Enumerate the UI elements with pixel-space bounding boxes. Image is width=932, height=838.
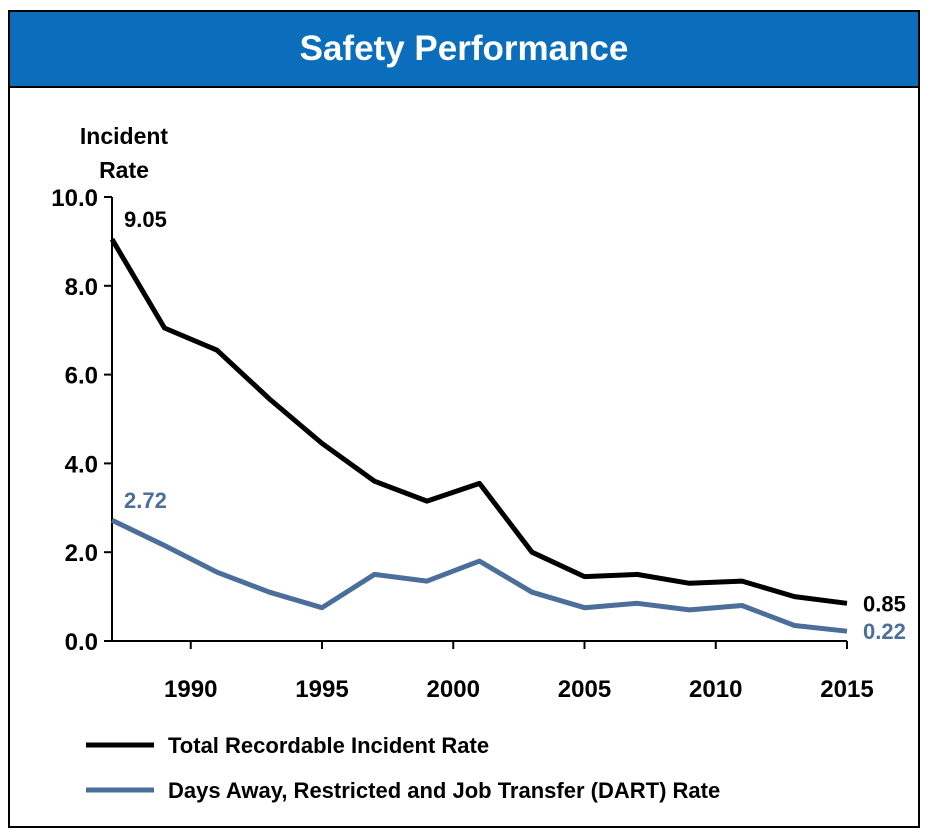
y-tick-label: 4.0 [65,451,98,478]
x-tick-label: 1995 [295,676,348,703]
x-tick-label: 2015 [820,676,873,703]
chart-title: Safety Performance [299,29,629,68]
start-value-label-dart: 2.72 [124,488,167,513]
legend-label-dart: Days Away, Restricted and Job Transfer (… [168,778,720,803]
chart-frame: Safety Performance [8,10,920,828]
x-tick-label: 2010 [689,676,742,703]
end-value-label-total-recordable: 0.85 [863,591,906,616]
y-tick-label: 0.0 [65,629,98,656]
start-value-label-total-recordable: 9.05 [124,207,167,232]
x-tick-label: 2005 [558,676,611,703]
y-tick-label: 8.0 [65,274,98,301]
end-value-label-dart: 0.22 [863,619,906,644]
y-tick-label: 2.0 [65,540,98,567]
series-line-dart [110,517,848,634]
x-tick-label: 2000 [427,676,480,703]
y-axis-label-line-2: Rate [99,157,149,183]
y-axis-label-line-1: Incident [80,123,169,149]
x-tick-label: 1990 [164,676,217,703]
y-tick-label: 6.0 [65,363,98,390]
y-tick-label: 10.0 [51,185,98,212]
title-banner: Safety Performance [10,12,918,88]
series-line-total-recordable [109,237,848,606]
legend-label-total-recordable: Total Recordable Incident Rate [168,733,489,758]
